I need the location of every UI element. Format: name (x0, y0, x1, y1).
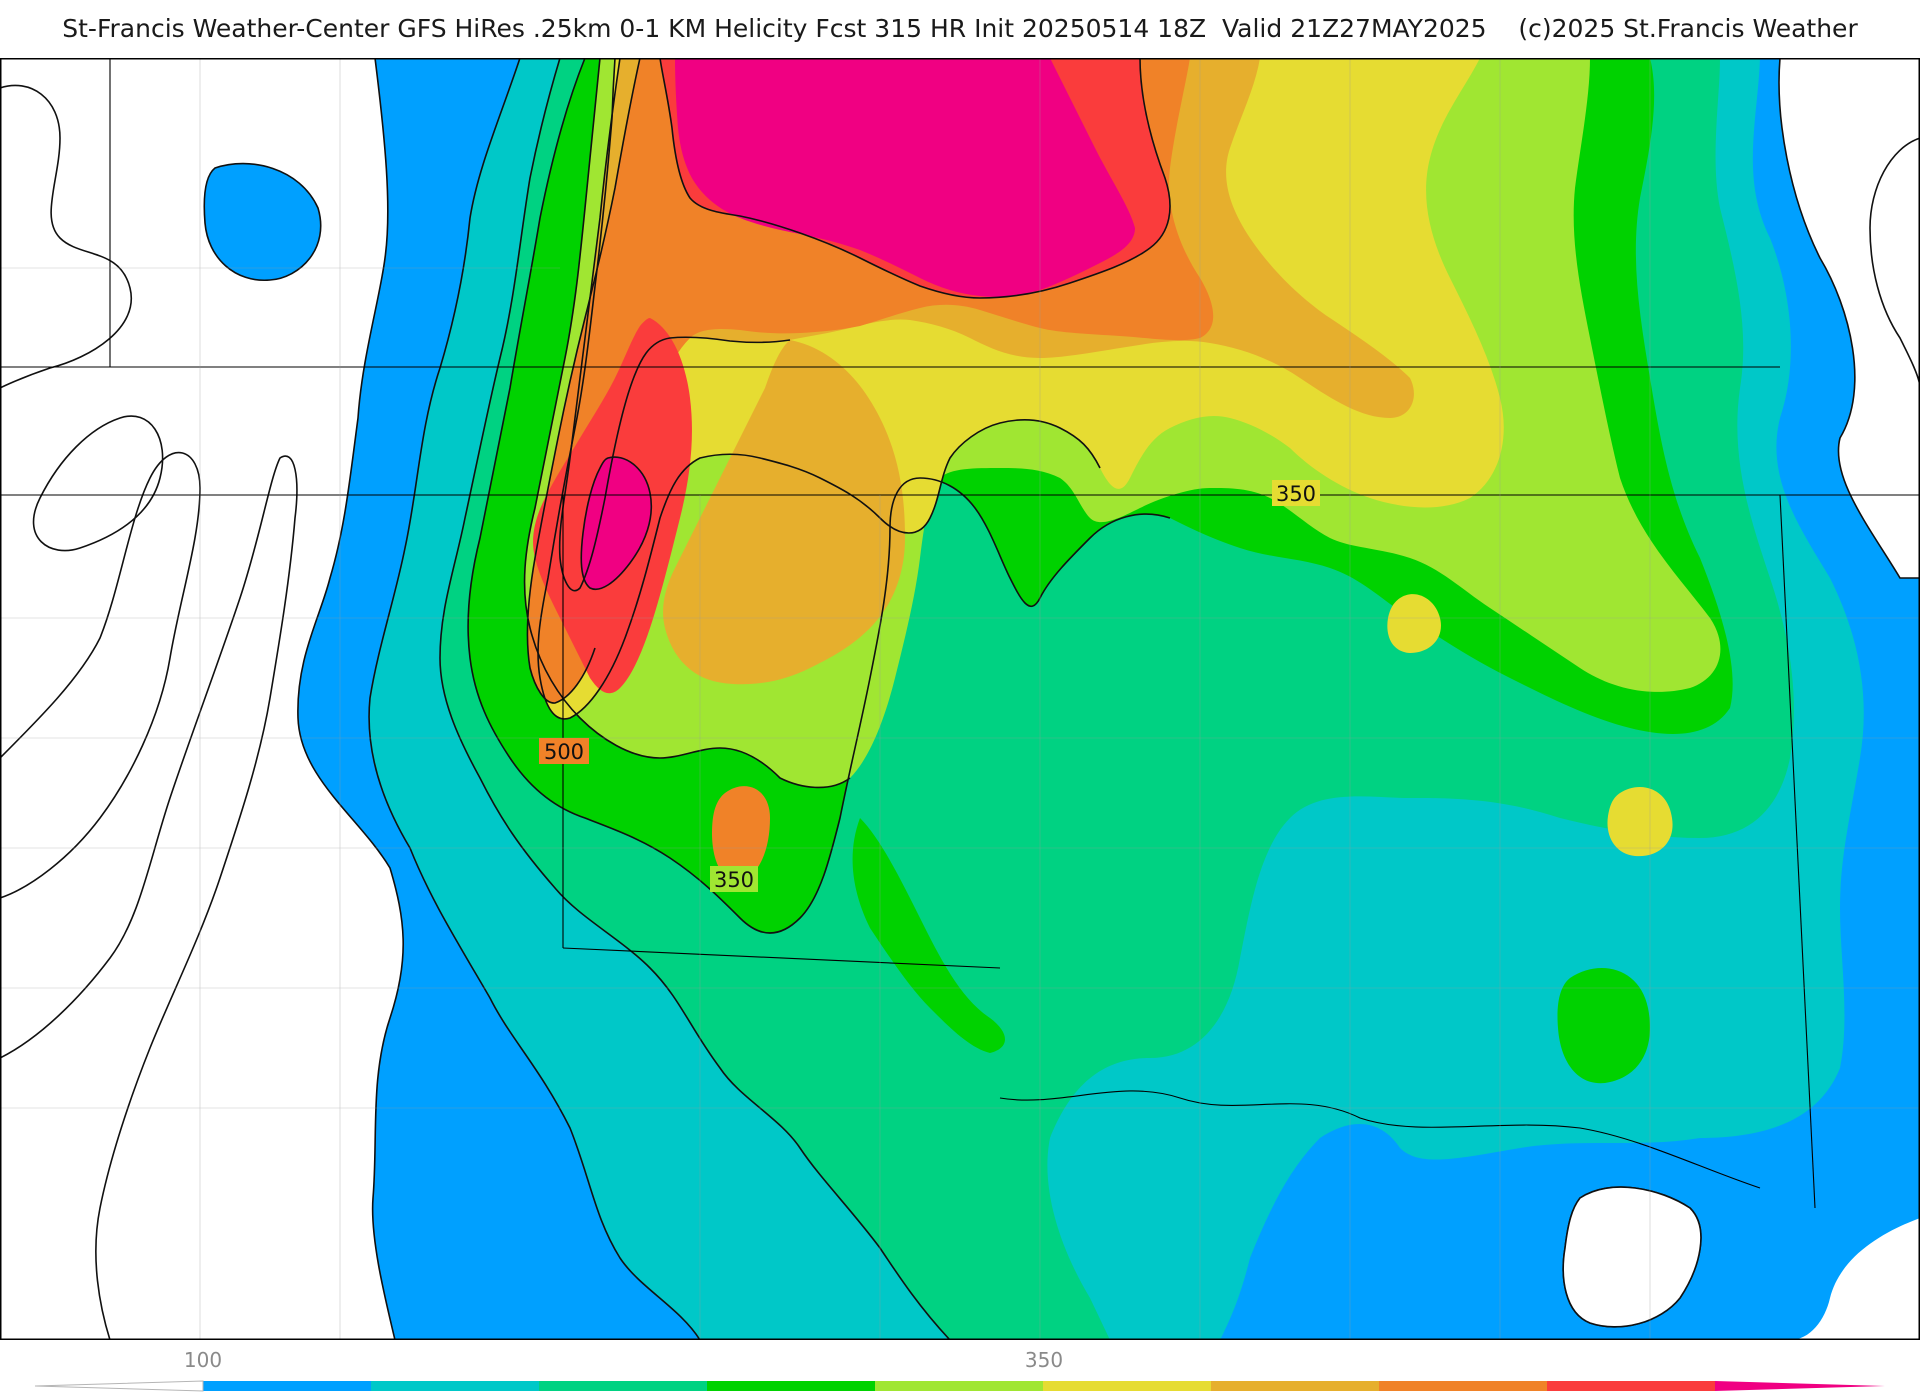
colorbar-swatch-1 (371, 1381, 539, 1391)
colorbar-under-arrow (34, 1380, 204, 1392)
colorbar-swatch-4 (875, 1381, 1043, 1391)
contour-line-green (467, 58, 1171, 934)
fill-band-magenta (675, 58, 1135, 297)
river-border (999, 1090, 1761, 1189)
fill-blob-orange-s (712, 786, 770, 881)
helicity-fill-layers (0, 58, 1920, 1340)
colorbar-swatch-0 (203, 1381, 371, 1391)
fill-blob-yellow-1 (1387, 594, 1441, 653)
border-line-5 (562, 947, 1001, 969)
contour-line-lime (523, 58, 851, 789)
colorbar-swatch-7 (1379, 1381, 1547, 1391)
contour-lines (0, 58, 1920, 1340)
county-lines (0, 58, 1920, 1340)
contour-line-white-2 (32, 415, 164, 552)
colorbar-swatch-3 (707, 1381, 875, 1391)
contour-label-350-south: 350 (714, 868, 754, 892)
fill-blob-yellow-2 (1607, 786, 1673, 857)
contour-label-bg-1 (1272, 480, 1320, 506)
colorbar-tick-100: 100 (183, 1348, 223, 1372)
contour-labels: 350 500 350 (539, 480, 1320, 892)
colorbar-swatch-6 (1211, 1381, 1379, 1391)
map-title: St-Francis Weather-Center GFS HiRes .25k… (62, 14, 1858, 43)
contour-line-yellow (537, 58, 1101, 720)
map-canvas: 350 500 350 (0, 58, 1920, 1340)
contour-line-white-4 (0, 455, 298, 1340)
map-border (0, 58, 1920, 1340)
contour-line-teal (439, 58, 951, 1340)
white-region-se (1562, 1186, 1702, 1328)
fill-blob-green-se (1557, 968, 1651, 1084)
contour-label-bg-3 (710, 866, 758, 892)
contour-line-red (659, 58, 1171, 299)
colorbar-swatches (203, 1381, 1885, 1391)
colorbar-swatch-8 (1547, 1381, 1715, 1391)
contour-line-cyan (368, 58, 701, 1340)
contour-line-blob-nw (203, 162, 322, 281)
contour-line-blue-edge (297, 58, 404, 1340)
contour-line-gold (558, 58, 791, 592)
contour-label-bg-2 (539, 738, 589, 764)
colorbar-tick-350: 350 (1024, 1348, 1064, 1372)
contour-label-500: 500 (544, 740, 584, 764)
colorbar: 100 350 (0, 1340, 1920, 1400)
contour-line-magenta-w (580, 456, 653, 590)
contour-line-white-e (1869, 137, 1920, 389)
helicity-map: 350 500 350 (0, 58, 1920, 1340)
border-line-6 (1779, 494, 1816, 1209)
contour-line-blue-edge-e (1778, 58, 1920, 579)
contour-label-350-east: 350 (1276, 482, 1316, 506)
fill-lobe-gold-s (663, 340, 905, 685)
contour-line-white-1 (0, 84, 133, 389)
contour-line-orange (526, 58, 641, 704)
fill-finger-green-s (852, 818, 1005, 1053)
political-boundaries (0, 58, 1920, 1209)
colorbar-swatch-9 (1715, 1381, 1885, 1391)
fill-blob-magenta-w (581, 457, 652, 590)
colorbar-swatch-5 (1043, 1381, 1211, 1391)
colorbar-swatch-2 (539, 1381, 707, 1391)
fill-blob-blue-nw (204, 163, 321, 281)
colorbar-strip (34, 1380, 1885, 1392)
